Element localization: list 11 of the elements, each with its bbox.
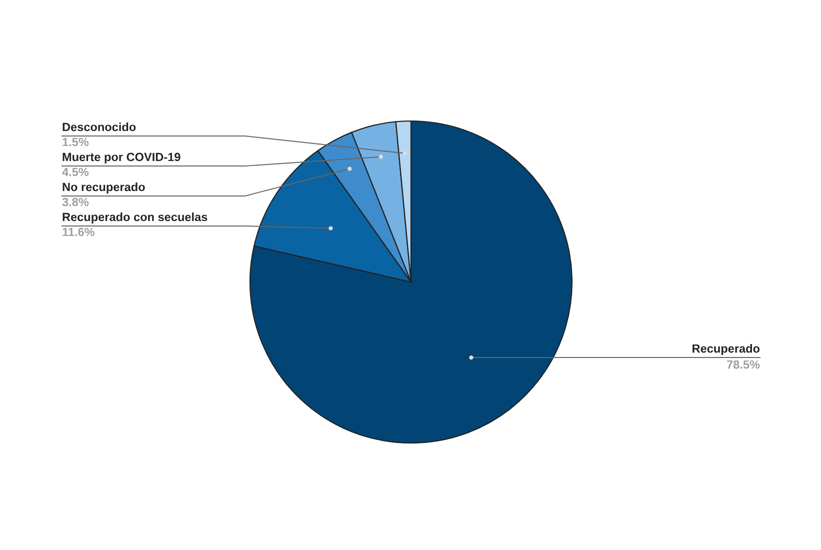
slice-label: Desconocido <box>62 122 136 132</box>
slice-label: Muerte por COVID-19 <box>62 152 180 164</box>
slice-label: Recuperado con secuelas <box>62 212 208 224</box>
data-label: 1.5% <box>62 138 89 146</box>
slice-label: No recuperado <box>62 182 145 194</box>
data-label: 4.5% <box>62 168 89 176</box>
pie-slice <box>249 120 573 444</box>
slice-label: Recuperado <box>692 344 760 356</box>
data-label: 78.5% <box>727 360 760 369</box>
data-label: 3.8% <box>62 198 89 206</box>
data-label: 11.6% <box>62 228 95 236</box>
